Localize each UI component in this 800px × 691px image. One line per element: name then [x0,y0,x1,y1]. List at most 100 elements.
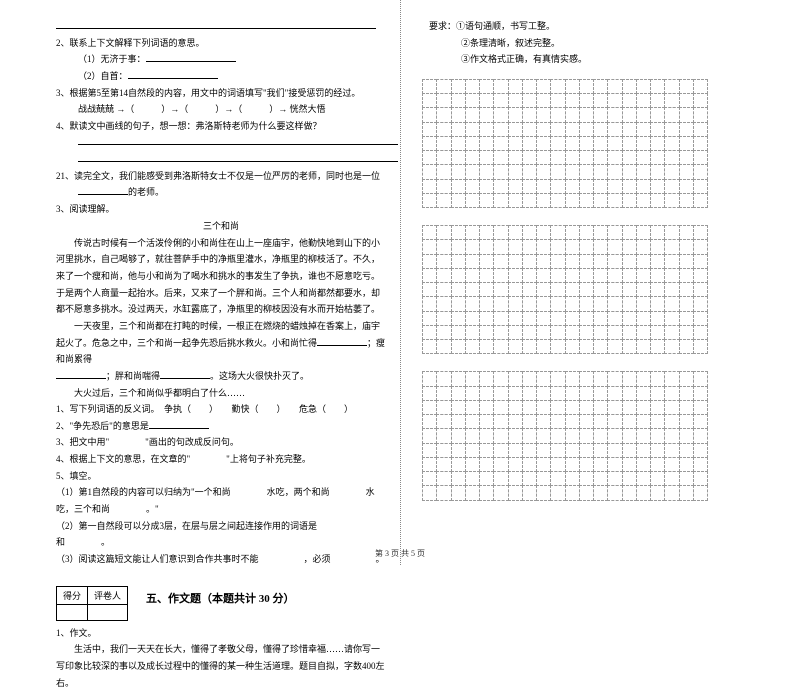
grid-cell [550,150,565,165]
grid-cell [650,239,665,254]
grid-cell [536,443,551,458]
grid-cell [565,428,580,443]
p2-blank1 [317,336,367,346]
grid-cell [436,107,451,122]
grid-cell [650,311,665,326]
grid-cell [636,79,651,94]
grid-cell [536,457,551,472]
grid-cell [593,122,608,137]
grid-cell [536,79,551,94]
grid-cell [479,254,494,269]
grid-cell [550,79,565,94]
grid-cell [536,471,551,486]
grid-cell [679,428,694,443]
grid-cell [579,386,594,401]
grid-cell [451,428,466,443]
grid-cell [493,282,508,297]
grid-cell [493,107,508,122]
grader-cell [88,604,128,620]
q2a-blank [146,52,236,62]
grid-row [423,486,728,500]
grid-cell [493,311,508,326]
grid-cell [565,485,580,500]
grid-cell [436,193,451,208]
grid-cell [650,400,665,415]
grid-cell [550,325,565,340]
grid-cell [693,325,708,340]
grid-cell [636,268,651,283]
grid-cell [579,311,594,326]
grid-cell [493,79,508,94]
grid-cell [650,107,665,122]
story-title: 三个和尚 [56,218,386,235]
sq1: 1、写下列词语的反义词。 争执（ ） 勤快（ ） 危急（ ） [56,401,386,418]
grid-cell [636,296,651,311]
grid-cell [679,79,694,94]
grid-cell [479,93,494,108]
grid-cell [422,443,437,458]
grid-cell [593,311,608,326]
grid-cell [493,339,508,354]
grid-cell [664,282,679,297]
grid-cell [508,282,523,297]
grid-cell [693,179,708,194]
grid-cell [422,193,437,208]
grid-cell [422,179,437,194]
grid-cell [636,254,651,269]
grid-cell [664,122,679,137]
grid-cell [622,164,637,179]
grid-cell [679,193,694,208]
grid-cell [622,107,637,122]
grid-cell [451,93,466,108]
grid-cell [522,311,537,326]
grid-cell [622,428,637,443]
grid-cell [607,471,622,486]
section-5-title: 五、作文题（本题共计 30 分） [146,590,295,606]
zw1: 1、作文。 [56,625,386,642]
grid-cell [508,136,523,151]
grid-cell [693,136,708,151]
grid-cell [451,414,466,429]
grid-cell [479,443,494,458]
grid-cell [579,339,594,354]
grid-cell [493,193,508,208]
grid-cell [693,471,708,486]
grid-cell [550,225,565,240]
writing-grids [423,80,770,501]
grid-cell [636,150,651,165]
grid-cell [451,311,466,326]
story-p2: 一天夜里，三个和尚都在打盹的时候，一根正在燃烧的蜡烛掉在香案上，庙宇起火了。危急… [56,318,386,368]
grid-cell [422,254,437,269]
req-label: 要求： [429,21,456,31]
grid-cell [465,386,480,401]
grid-cell [650,179,665,194]
grid-cell [436,150,451,165]
grid-cell [579,225,594,240]
grid-cell [579,122,594,137]
grid-cell [607,457,622,472]
grid-cell [565,254,580,269]
grid-cell [565,282,580,297]
grid-cell [493,414,508,429]
grid-cell [465,471,480,486]
grid-cell [593,371,608,386]
grid-cell [607,122,622,137]
grid-cell [479,296,494,311]
grid-cell [493,239,508,254]
grid-cell [465,136,480,151]
grid-cell [679,122,694,137]
grid-cell [436,179,451,194]
grid-cell [436,225,451,240]
grid-cell [636,93,651,108]
grid-cell [451,457,466,472]
grid-cell [565,339,580,354]
grid-cell [636,136,651,151]
grid-cell [664,311,679,326]
writing-grid-block [423,372,728,500]
grid-cell [622,239,637,254]
grid-cell [451,179,466,194]
grid-cell [422,107,437,122]
requirements: 要求：①语句通顺，书写工整。 [423,18,770,35]
grid-row [423,108,728,122]
p2-d: 。这场大火很快扑灭了。 [210,371,309,381]
